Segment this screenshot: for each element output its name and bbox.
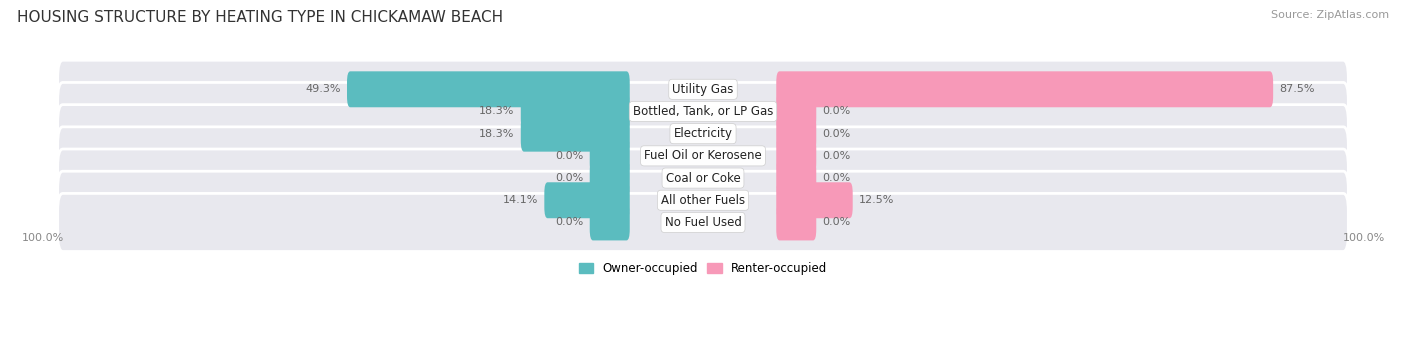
FancyBboxPatch shape — [776, 160, 817, 196]
FancyBboxPatch shape — [589, 160, 630, 196]
FancyBboxPatch shape — [58, 193, 1348, 251]
FancyBboxPatch shape — [589, 138, 630, 174]
FancyBboxPatch shape — [544, 182, 630, 218]
FancyBboxPatch shape — [776, 182, 852, 218]
FancyBboxPatch shape — [776, 71, 1274, 107]
FancyBboxPatch shape — [58, 105, 1348, 163]
FancyBboxPatch shape — [776, 93, 817, 130]
FancyBboxPatch shape — [58, 83, 1348, 140]
Text: 0.0%: 0.0% — [823, 129, 851, 139]
Text: 87.5%: 87.5% — [1279, 84, 1315, 94]
FancyBboxPatch shape — [520, 116, 630, 152]
Text: 0.0%: 0.0% — [823, 151, 851, 161]
FancyBboxPatch shape — [776, 116, 817, 152]
FancyBboxPatch shape — [776, 138, 817, 174]
Text: 0.0%: 0.0% — [555, 151, 583, 161]
Text: 100.0%: 100.0% — [1343, 233, 1385, 243]
Text: 0.0%: 0.0% — [555, 173, 583, 183]
Text: HOUSING STRUCTURE BY HEATING TYPE IN CHICKAMAW BEACH: HOUSING STRUCTURE BY HEATING TYPE IN CHI… — [17, 10, 503, 25]
Text: Electricity: Electricity — [673, 127, 733, 140]
FancyBboxPatch shape — [58, 60, 1348, 118]
FancyBboxPatch shape — [776, 205, 817, 240]
Text: 100.0%: 100.0% — [21, 233, 63, 243]
Text: 0.0%: 0.0% — [823, 218, 851, 227]
FancyBboxPatch shape — [520, 93, 630, 130]
Text: All other Fuels: All other Fuels — [661, 194, 745, 207]
FancyBboxPatch shape — [58, 171, 1348, 229]
Text: Utility Gas: Utility Gas — [672, 83, 734, 96]
Text: 12.5%: 12.5% — [859, 195, 894, 205]
Text: No Fuel Used: No Fuel Used — [665, 216, 741, 229]
Text: Fuel Oil or Kerosene: Fuel Oil or Kerosene — [644, 149, 762, 162]
Text: Coal or Coke: Coal or Coke — [665, 172, 741, 184]
Text: 18.3%: 18.3% — [479, 106, 515, 117]
FancyBboxPatch shape — [58, 127, 1348, 185]
Text: 18.3%: 18.3% — [479, 129, 515, 139]
Text: Bottled, Tank, or LP Gas: Bottled, Tank, or LP Gas — [633, 105, 773, 118]
Legend: Owner-occupied, Renter-occupied: Owner-occupied, Renter-occupied — [574, 257, 832, 280]
Text: 0.0%: 0.0% — [823, 106, 851, 117]
Text: 0.0%: 0.0% — [555, 218, 583, 227]
Text: 49.3%: 49.3% — [305, 84, 340, 94]
FancyBboxPatch shape — [347, 71, 630, 107]
Text: 0.0%: 0.0% — [823, 173, 851, 183]
FancyBboxPatch shape — [58, 149, 1348, 207]
FancyBboxPatch shape — [589, 205, 630, 240]
Text: 14.1%: 14.1% — [502, 195, 538, 205]
Text: Source: ZipAtlas.com: Source: ZipAtlas.com — [1271, 10, 1389, 20]
